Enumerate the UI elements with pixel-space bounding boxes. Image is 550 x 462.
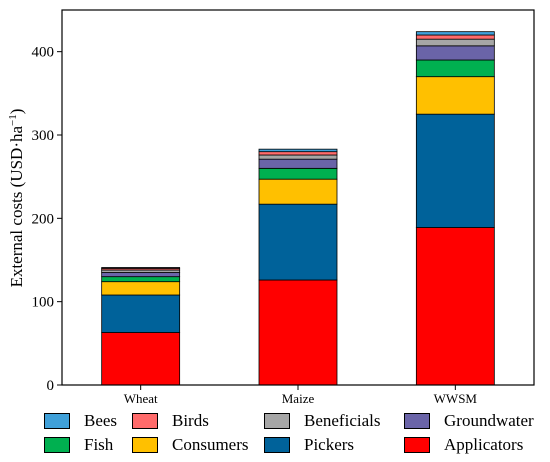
legend-swatch bbox=[132, 437, 158, 453]
bar-segment-wwsm-bees bbox=[415, 31, 495, 36]
legend-swatch bbox=[264, 437, 290, 453]
legend-item-birds: Birds bbox=[132, 410, 209, 432]
legend-item-pickers: Pickers bbox=[264, 434, 354, 456]
y-tick-label: 100 bbox=[32, 295, 55, 311]
legend: Bees Birds Beneficials Groundwater Fish Consu… bbox=[44, 410, 550, 460]
y-axis: 0 100 200 300 400 bbox=[32, 45, 62, 394]
legend-swatch bbox=[404, 413, 430, 429]
legend-swatch bbox=[264, 413, 290, 429]
legend-label: Bees bbox=[84, 411, 118, 430]
bar-segment-wwsm-pickers bbox=[415, 113, 495, 228]
legend-swatch bbox=[44, 437, 70, 453]
bar-segment-wheat-fish bbox=[101, 276, 181, 283]
bar-segment-wheat-bees bbox=[101, 267, 181, 269]
bar-segment-wwsm-groundwater bbox=[415, 45, 495, 61]
legend-swatch bbox=[404, 437, 430, 453]
bar-segment-maize-consumers bbox=[258, 178, 338, 205]
legend-swatch bbox=[44, 413, 70, 429]
bar-segment-wwsm-fish bbox=[415, 59, 495, 78]
legend-item-bees: Bees bbox=[44, 410, 117, 432]
x-tick-label-maize: Maize bbox=[282, 391, 315, 406]
stacked-bar-chart: 0 100 200 300 400 Wheat Maize WWSM External co… bbox=[7, 9, 535, 406]
bar-segment-wheat-pickers bbox=[101, 294, 181, 333]
legend-item-beneficials: Beneficials bbox=[264, 410, 380, 432]
bar-segment-wwsm-beneficials bbox=[415, 38, 495, 47]
bar-segment-maize-fish bbox=[258, 167, 338, 180]
bar-segment-wheat-groundwater bbox=[101, 272, 181, 278]
bar-segment-maize-groundwater bbox=[258, 158, 338, 169]
legend-item-groundwater: Groundwater bbox=[404, 410, 534, 432]
legend-item-applicators: Applicators bbox=[404, 434, 523, 456]
y-tick-label: 300 bbox=[32, 128, 55, 144]
bar-segment-maize-birds bbox=[258, 151, 338, 156]
legend-label: Groundwater bbox=[444, 411, 534, 430]
legend-swatch bbox=[132, 413, 158, 429]
legend-label: Applicators bbox=[444, 435, 524, 454]
legend-label: Consumers bbox=[172, 435, 249, 454]
legend-label: Fish bbox=[84, 435, 114, 454]
y-tick-label: 200 bbox=[32, 211, 55, 227]
bar-segment-maize-pickers bbox=[258, 203, 338, 281]
legend-item-fish: Fish bbox=[44, 434, 113, 456]
x-tick-label-wwsm: WWSM bbox=[434, 391, 478, 406]
y-axis-label: External costs (USD·ha−1) bbox=[7, 109, 26, 288]
bar-segment-wwsm-applicators bbox=[415, 227, 495, 386]
bar-segment-wheat-consumers bbox=[101, 281, 181, 296]
legend-item-consumers: Consumers bbox=[132, 434, 249, 456]
bar-segment-wheat-applicators bbox=[101, 332, 181, 386]
y-tick-label: 400 bbox=[32, 45, 55, 61]
legend-label: Pickers bbox=[304, 435, 355, 454]
bar-segment-maize-applicators bbox=[258, 279, 338, 386]
legend-label: Beneficials bbox=[304, 411, 381, 430]
legend-label: Birds bbox=[172, 411, 209, 430]
bar-segment-wwsm-consumers bbox=[415, 76, 495, 115]
bar-segment-wwsm-birds bbox=[415, 34, 495, 40]
y-tick-label: 0 bbox=[47, 378, 55, 394]
bar-segment-maize-beneficials bbox=[258, 154, 338, 160]
x-axis: Wheat Maize WWSM bbox=[124, 385, 478, 406]
bar-segment-maize-bees bbox=[258, 148, 338, 153]
x-tick-label-wheat: Wheat bbox=[124, 391, 158, 406]
bars-group bbox=[101, 31, 495, 386]
